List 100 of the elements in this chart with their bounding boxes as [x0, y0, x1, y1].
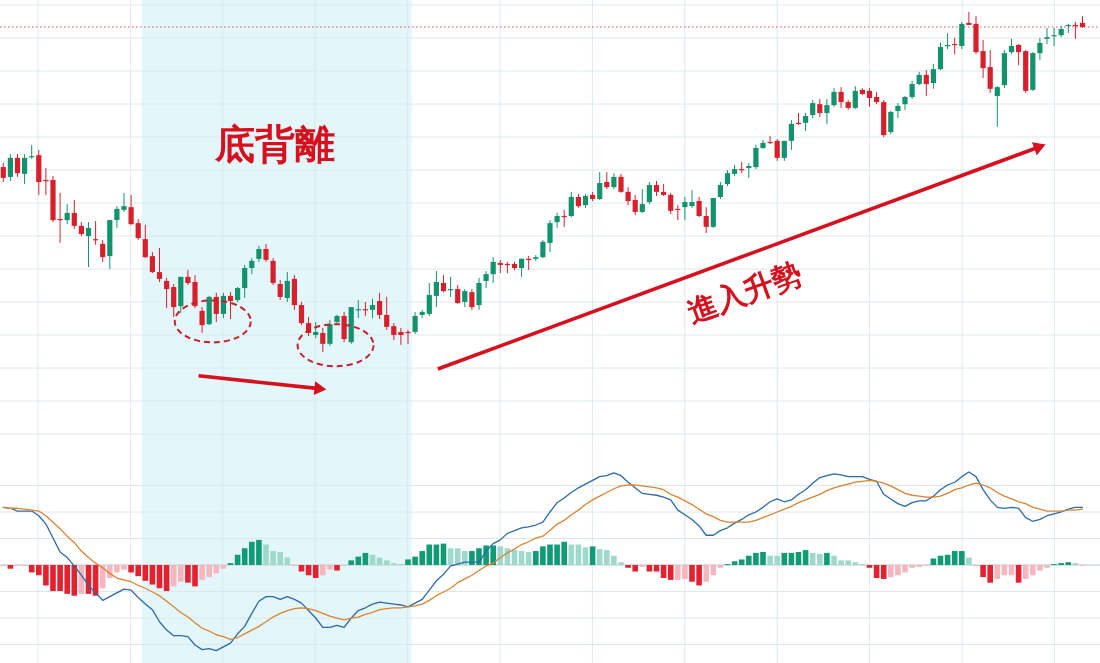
bar: [831, 555, 837, 565]
candlestick: [100, 239, 106, 263]
bar: [454, 548, 461, 565]
bar: [994, 565, 1001, 579]
bar: [703, 565, 709, 582]
candlestick: [22, 153, 28, 185]
bar: [525, 551, 532, 565]
bar: [462, 551, 468, 565]
bar: [682, 565, 688, 579]
candlestick: [597, 171, 603, 201]
bar: [966, 557, 972, 565]
candlestick: [831, 87, 837, 108]
bar: [135, 565, 141, 577]
candlestick: [888, 110, 894, 135]
bar: [7, 565, 14, 569]
bar: [554, 544, 560, 565]
bar: [696, 565, 702, 586]
candlestick: [753, 144, 759, 170]
bar: [611, 555, 617, 565]
bar: [774, 555, 780, 565]
candlestick: [618, 173, 624, 194]
bar: [824, 552, 830, 565]
candlestick: [412, 311, 418, 335]
bar: [1037, 565, 1043, 571]
bar: [618, 562, 624, 565]
bar: [802, 550, 809, 565]
candlestick: [895, 102, 901, 119]
bar: [888, 565, 894, 578]
bar: [589, 546, 596, 565]
bar: [128, 565, 134, 573]
candlestick: [1016, 43, 1022, 66]
candlestick: [959, 21, 965, 50]
candlestick: [646, 181, 652, 205]
candlestick: [455, 284, 461, 305]
candlestick: [476, 277, 482, 311]
candlestick: [930, 63, 936, 90]
bar: [320, 565, 326, 576]
bar: [199, 565, 205, 580]
bar: [547, 544, 553, 565]
bar: [405, 559, 411, 565]
bar: [604, 550, 610, 565]
bar: [57, 565, 63, 592]
bar: [866, 565, 873, 568]
candlestick: [824, 98, 830, 125]
candlestick: [490, 256, 496, 284]
candlestick: [14, 153, 21, 178]
candlestick: [838, 86, 844, 109]
candlestick: [994, 85, 1000, 128]
candlestick: [462, 288, 468, 308]
bar: [185, 565, 191, 583]
bar: [1030, 565, 1036, 576]
candlestick: [703, 206, 709, 234]
bar: [518, 551, 525, 565]
bar: [1022, 565, 1029, 579]
candlestick: [639, 188, 645, 214]
bar: [36, 565, 42, 576]
bar: [930, 558, 937, 565]
bar: [469, 551, 475, 565]
bar: [895, 565, 901, 576]
bar: [902, 565, 908, 573]
candlestick: [426, 282, 432, 317]
bar: [483, 545, 489, 565]
candlestick: [923, 69, 929, 97]
bar: [596, 549, 603, 565]
bar: [632, 565, 638, 572]
bar: [753, 552, 759, 565]
candlestick: [568, 191, 574, 218]
candlestick: [817, 98, 823, 118]
bar: [348, 560, 354, 565]
bar: [675, 565, 681, 580]
bar: [667, 565, 674, 580]
bar: [625, 565, 631, 568]
bar: [561, 541, 567, 565]
bar: [334, 565, 340, 571]
candlestick: [987, 49, 993, 94]
annotation: 進入升勢: [682, 255, 807, 330]
bar: [880, 565, 887, 579]
bar: [220, 565, 227, 569]
bar: [817, 553, 823, 565]
bar: [249, 541, 255, 565]
bar: [959, 551, 965, 565]
candlestick: [852, 85, 858, 110]
candlestick: [632, 194, 638, 216]
bar: [746, 555, 752, 565]
bar: [980, 565, 986, 578]
bar: [99, 565, 106, 589]
bar: [383, 560, 390, 565]
bar: [689, 565, 695, 582]
candlestick: [554, 212, 560, 229]
bar: [1015, 565, 1022, 583]
bar: [582, 547, 589, 565]
bar: [43, 565, 49, 586]
bar: [447, 548, 454, 565]
candlestick: [433, 270, 439, 308]
candlestick: [774, 138, 780, 162]
candlestick: [71, 199, 77, 230]
bar: [1044, 565, 1050, 568]
candlestick: [469, 288, 475, 311]
bar: [476, 548, 482, 565]
candlestick: [64, 203, 70, 225]
